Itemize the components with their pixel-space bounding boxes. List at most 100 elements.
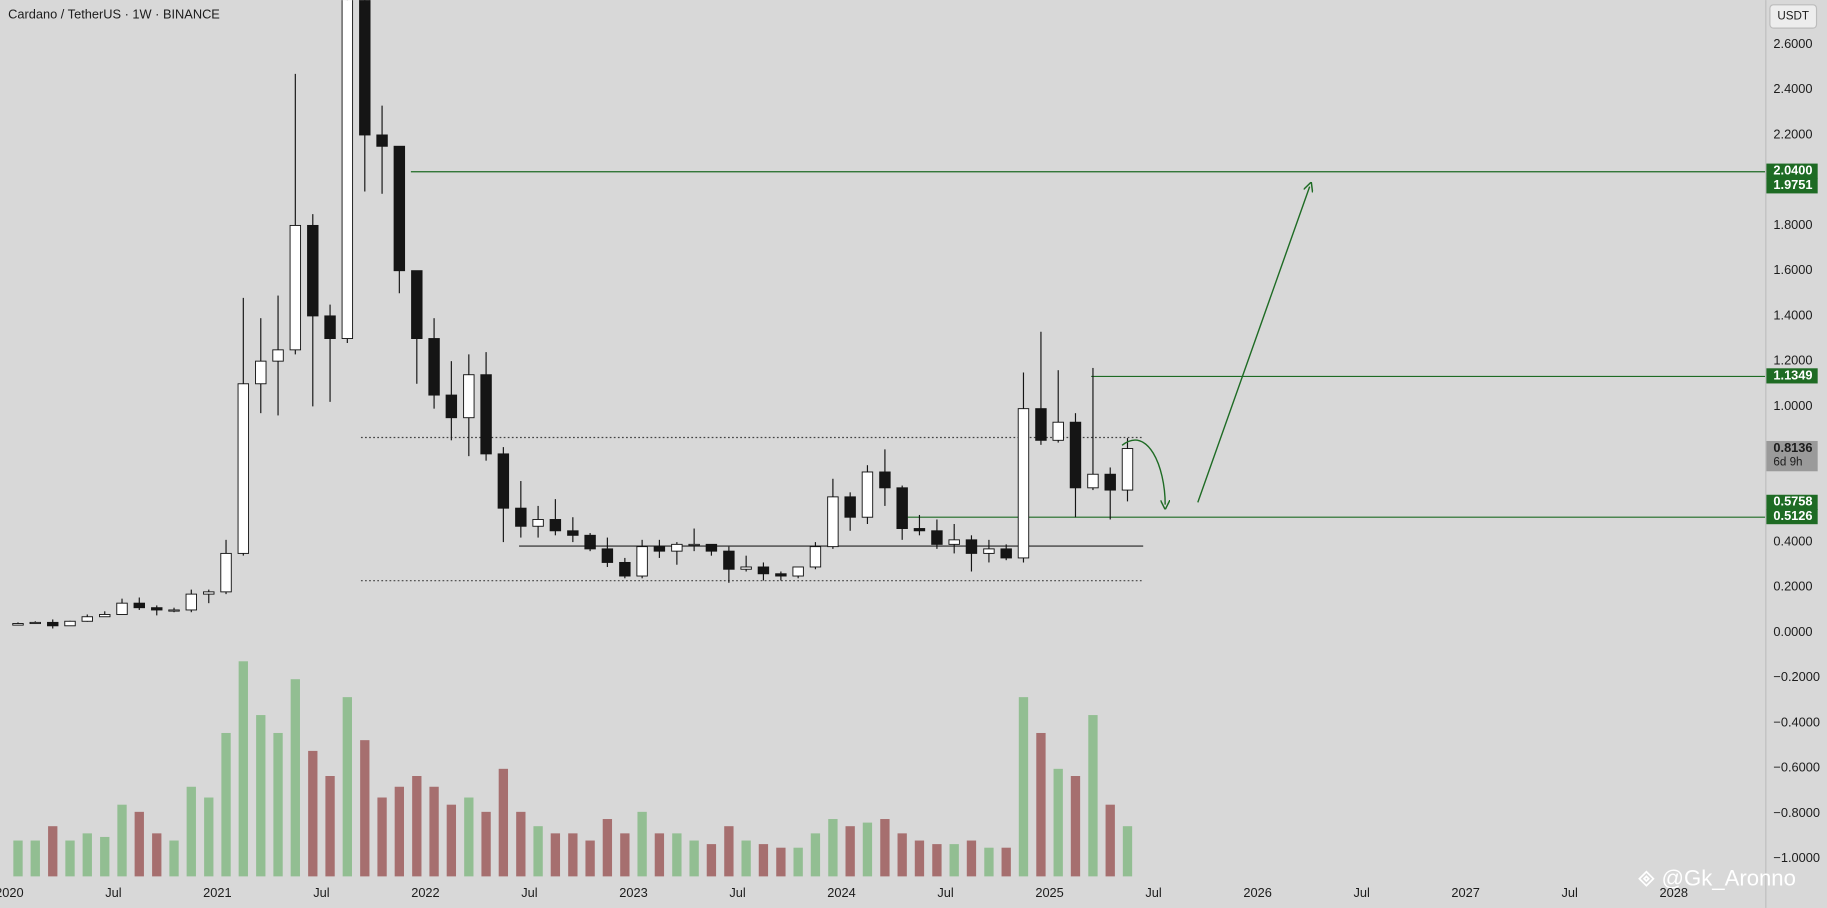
volume-bar	[498, 768, 509, 877]
x-tick-label: Jul	[1353, 885, 1369, 900]
volume-bar	[204, 797, 214, 877]
volume-bar	[169, 840, 179, 877]
watermark: @Gk_Aronno	[1638, 866, 1796, 891]
currency-button[interactable]	[1769, 4, 1818, 29]
y-tick-label: −1.0000	[1773, 850, 1820, 865]
currency-label[interactable]: USDT	[1777, 10, 1809, 23]
volume-bar	[949, 844, 959, 877]
volume-bar	[446, 804, 457, 877]
candle-body	[671, 543, 683, 552]
volume-bar	[308, 750, 318, 877]
volume-bar	[429, 786, 439, 877]
volume-bar	[550, 833, 561, 877]
watermark-icon	[1638, 870, 1655, 887]
candle-body	[653, 546, 666, 552]
candle-body	[47, 621, 59, 627]
price-label: 2.0400	[1773, 163, 1812, 178]
candle-body	[775, 573, 787, 577]
volume-bar	[221, 732, 231, 877]
y-tick-label: −0.4000	[1773, 714, 1820, 729]
candle-body	[1035, 408, 1047, 441]
volume-bar	[273, 732, 283, 877]
price-label-box	[1766, 440, 1818, 472]
candle-body	[705, 543, 718, 552]
candle-body	[1017, 408, 1030, 559]
candle-body	[792, 566, 804, 577]
volume-bar	[464, 797, 474, 877]
volume-bar	[706, 844, 717, 877]
candle-body	[584, 534, 596, 550]
volume-bar	[602, 819, 613, 877]
candle-body	[757, 566, 770, 575]
candle-body	[12, 623, 24, 626]
volume-bar	[256, 715, 266, 877]
candle-body	[896, 487, 908, 529]
price-label-box	[1766, 368, 1818, 384]
candle-body	[844, 496, 856, 518]
volume-bar	[984, 847, 994, 877]
candle-body	[81, 616, 93, 622]
volume-bar	[776, 847, 786, 877]
price-label: 0.8136	[1773, 440, 1812, 455]
price-label: 0.5758	[1773, 494, 1812, 509]
volume-bar	[637, 811, 647, 877]
x-tick-label: Jul	[313, 885, 329, 900]
y-tick-label: 0.0000	[1773, 624, 1812, 639]
volume-bar	[1105, 804, 1115, 877]
candle-body	[532, 519, 544, 527]
candle-body	[1121, 448, 1134, 491]
volume-bar	[1053, 768, 1063, 877]
candle-body	[619, 561, 631, 577]
watermark-text: @Gk_Aronno	[1662, 866, 1796, 891]
volume-bar	[914, 840, 925, 877]
candle-body	[133, 602, 145, 609]
candle-body	[1069, 421, 1082, 489]
candle-body	[307, 224, 319, 317]
candle-body	[151, 607, 163, 611]
candle-body	[480, 374, 492, 455]
candle-body	[463, 374, 475, 419]
volume-bar	[82, 833, 92, 877]
candle-body	[948, 539, 960, 545]
candle-body	[983, 548, 995, 554]
volume-bar	[238, 661, 248, 877]
volume-bar	[1018, 697, 1029, 877]
candle-body	[1000, 548, 1012, 559]
price-label-box	[1766, 178, 1818, 194]
price-label-box	[1766, 163, 1818, 179]
volume-bar	[672, 833, 682, 877]
volume-bar	[862, 822, 873, 877]
candle-body	[723, 550, 735, 570]
candle-body	[1087, 473, 1099, 489]
volume-bar	[412, 776, 422, 877]
volume-bar	[1070, 776, 1081, 877]
x-tick-label: Jul	[937, 885, 953, 900]
volume-bar	[620, 833, 630, 877]
y-tick-label: −0.2000	[1773, 669, 1820, 684]
volume-bar	[48, 826, 58, 877]
candle-body	[601, 548, 614, 563]
volume-bar	[394, 786, 404, 877]
y-tick-label: 2.6000	[1773, 36, 1812, 51]
candle-body	[549, 519, 562, 532]
candle-body	[116, 602, 128, 615]
plot-area	[12, 0, 1766, 877]
candle-body	[376, 134, 388, 147]
volume-bar	[13, 840, 23, 877]
candle-body	[740, 566, 752, 570]
price-label-box	[1766, 494, 1818, 510]
volume-bar	[325, 776, 335, 877]
volume-bar	[897, 833, 907, 877]
price-label-box	[1766, 509, 1818, 525]
volume-bar	[481, 811, 491, 877]
candle-body	[393, 145, 406, 272]
y-tick-label: 1.0000	[1773, 398, 1812, 413]
candle-body	[515, 507, 527, 527]
candle-body	[203, 591, 215, 595]
candle-body	[29, 621, 41, 625]
price-label: 1.9751	[1773, 177, 1812, 192]
volume-bar	[1036, 732, 1046, 877]
volume-bar	[1001, 847, 1011, 877]
